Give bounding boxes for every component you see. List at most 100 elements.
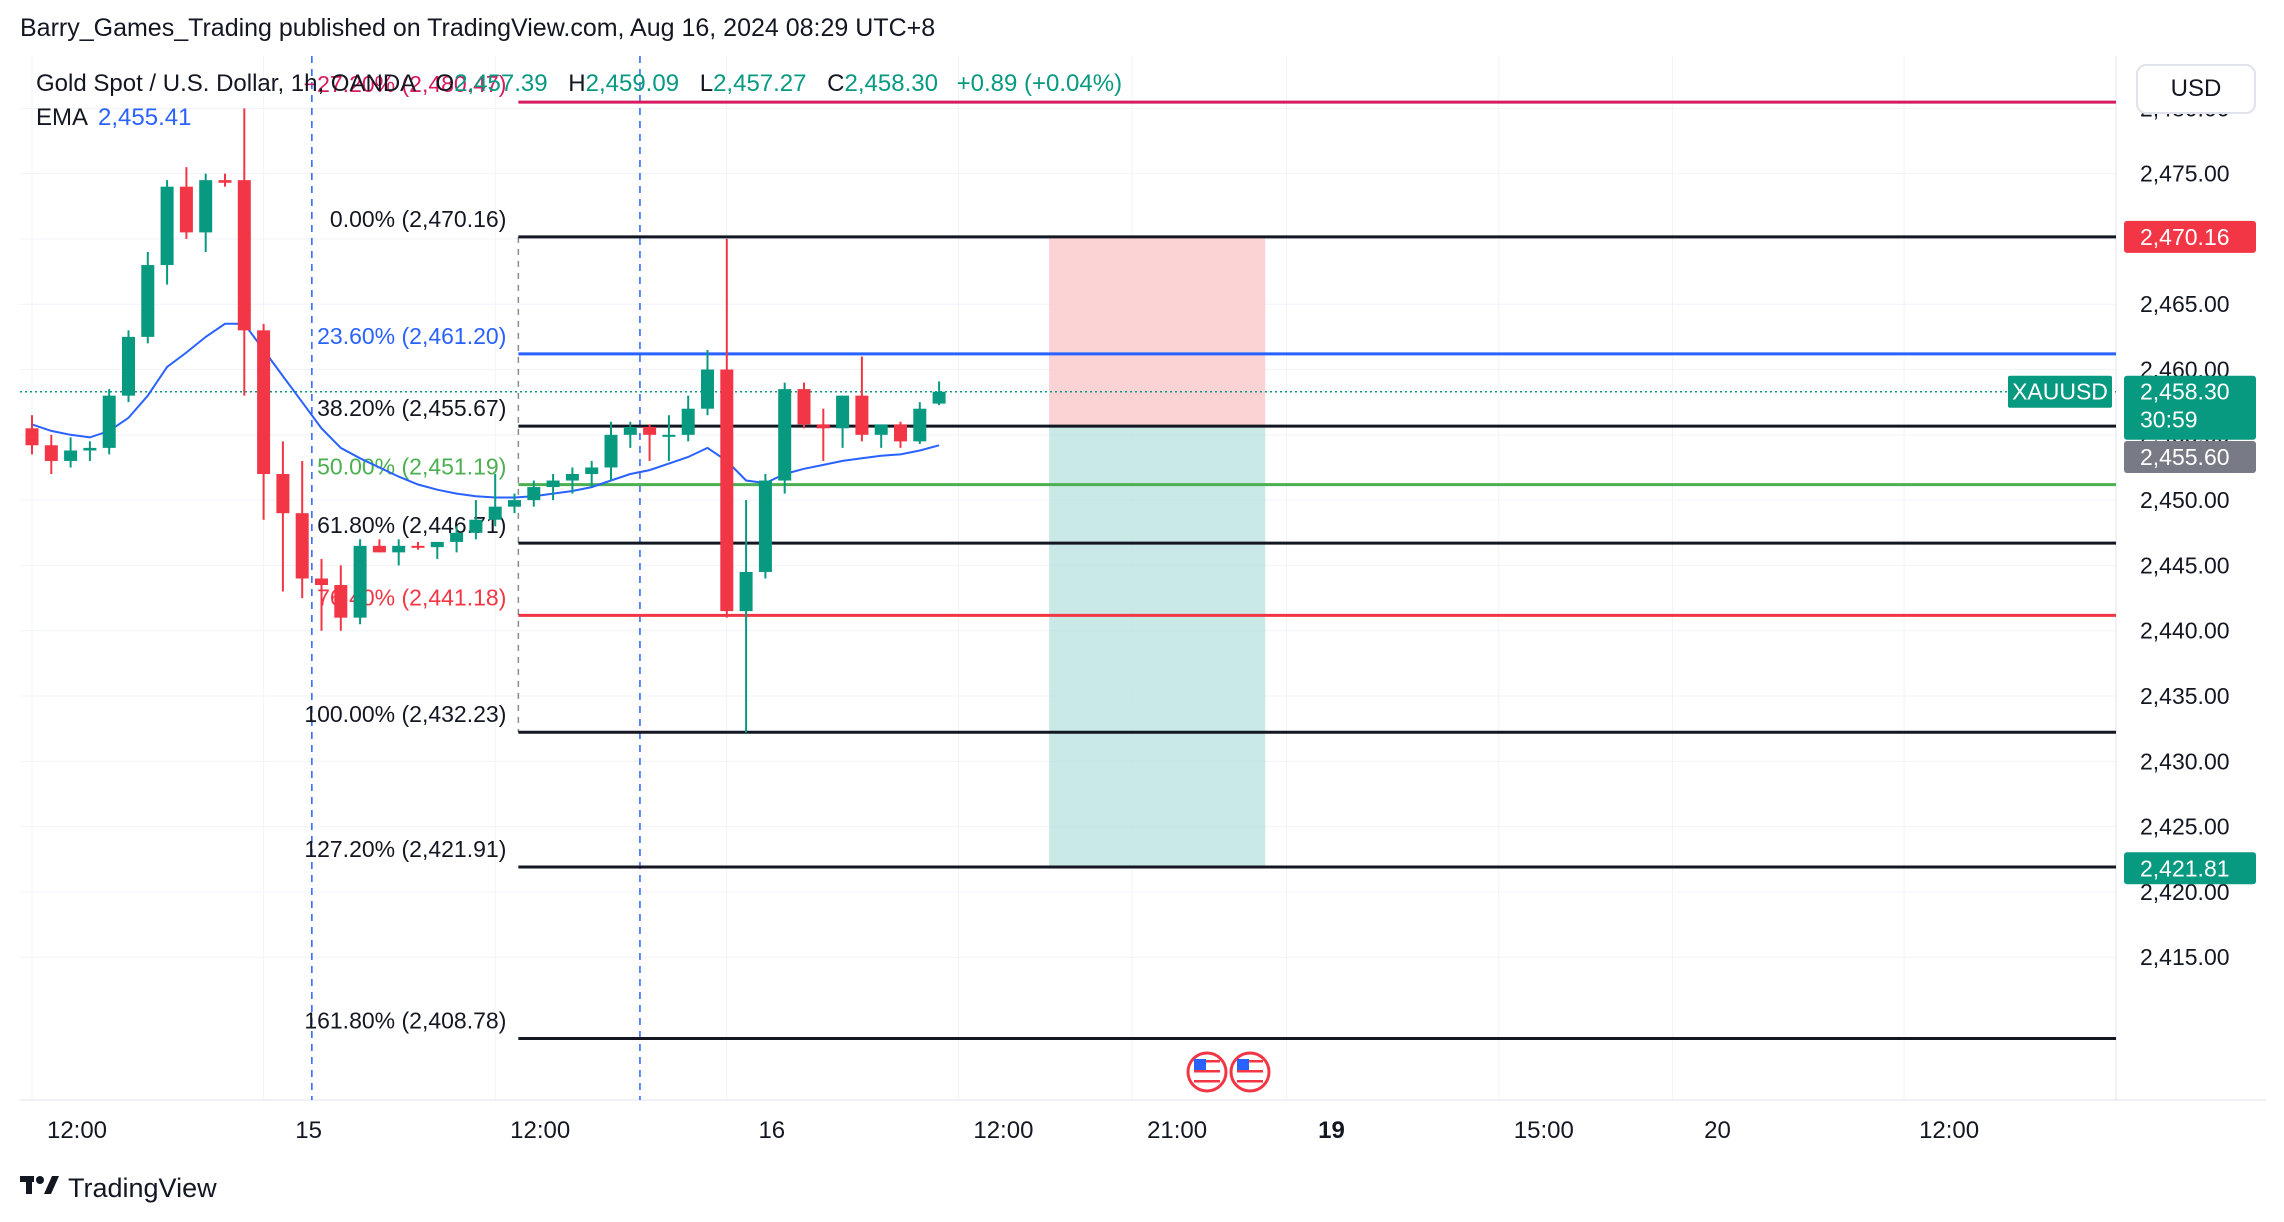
candle-body xyxy=(913,408,927,442)
stop-loss-zone xyxy=(1049,236,1266,427)
symbol-name[interactable]: Gold Spot / U.S. Dollar, 1h, OANDA xyxy=(36,70,415,97)
candle-up xyxy=(392,539,406,566)
candle-body xyxy=(739,571,753,612)
candle-up xyxy=(508,493,521,514)
candle-up xyxy=(701,349,714,416)
candle-body xyxy=(160,186,174,266)
event-icons xyxy=(1186,1051,1271,1093)
candle-body xyxy=(701,369,714,409)
session-separators xyxy=(311,56,641,1100)
us-flag-icon[interactable] xyxy=(1186,1051,1228,1093)
flag-stripe xyxy=(1237,1080,1263,1083)
high-label: H xyxy=(568,70,586,97)
candle-body xyxy=(623,426,637,435)
open-label: O xyxy=(435,70,455,97)
fib-level-label: 38.20% (2,455.67) xyxy=(317,395,506,421)
candle-body xyxy=(720,369,734,612)
candle-body xyxy=(643,426,657,435)
candle-body xyxy=(257,330,271,475)
change-value: +0.89 (+0.04%) xyxy=(956,70,1123,97)
candle-up xyxy=(739,500,753,733)
candle-down xyxy=(894,421,907,448)
close-label: C xyxy=(827,70,845,97)
flag-stripe xyxy=(1194,1060,1220,1063)
candle-body xyxy=(237,180,251,331)
time-tick-label: 12:00 xyxy=(1919,1117,1979,1144)
candle-down xyxy=(218,173,232,187)
fib-level-label: 127.20% (2,421.91) xyxy=(304,836,506,862)
flag-stripe xyxy=(1194,1080,1220,1083)
time-tick-label: 21:00 xyxy=(1147,1117,1207,1144)
currency-button[interactable]: USD xyxy=(2136,64,2256,114)
candle-body xyxy=(546,480,560,488)
candle-body xyxy=(488,506,502,520)
us-flag-icon[interactable] xyxy=(1229,1051,1271,1093)
price-tick-label: 2,415.00 xyxy=(2140,944,2230,970)
candle-up xyxy=(546,474,560,501)
ohlc-legend: Gold Spot / U.S. Dollar, 1h, OANDA O2,45… xyxy=(36,70,1122,98)
flag-stripe xyxy=(1237,1065,1263,1068)
publisher-line: Barry_Games_Trading published on Trading… xyxy=(20,14,936,42)
candle-up xyxy=(450,526,464,553)
candle-up xyxy=(353,539,367,625)
price-badge xyxy=(2124,440,2256,473)
flag-stripe xyxy=(1237,1070,1263,1073)
candle-down xyxy=(855,356,869,442)
price-badge xyxy=(2124,852,2256,885)
candle-body xyxy=(44,445,58,461)
price-badge xyxy=(2124,220,2256,253)
candle-body xyxy=(102,395,116,448)
candle-body xyxy=(334,585,348,618)
time-tick-label: 15 xyxy=(295,1117,322,1144)
time-tick-label: 15:00 xyxy=(1514,1117,1574,1144)
time-tick-label: 12:00 xyxy=(973,1117,1033,1144)
price-badge-value: 2,455.60 xyxy=(2140,444,2230,470)
candle-up xyxy=(122,330,135,403)
flag-stripe xyxy=(1237,1075,1263,1078)
ema-legend: EMA 2,455.41 xyxy=(36,104,191,132)
candle-body xyxy=(565,474,579,481)
candle-down xyxy=(411,541,425,550)
candle-up xyxy=(604,421,618,481)
chart-canvas[interactable]: −27.20% (2,480.47) 0.00% (2,470.16) 23.60%… xyxy=(0,0,2284,1160)
price-tick-label: 2,450.00 xyxy=(2140,487,2230,513)
flag-stripe xyxy=(1194,1070,1220,1073)
candle-down xyxy=(257,323,271,520)
close-value: 2,458.30 xyxy=(844,70,938,97)
candle-down xyxy=(720,238,734,618)
candle-body xyxy=(836,395,850,429)
candle-up xyxy=(160,180,174,285)
candle-up xyxy=(778,382,792,494)
ema-value: 2,455.41 xyxy=(98,104,192,131)
candle-up xyxy=(430,541,444,559)
price-tick-label: 2,430.00 xyxy=(2140,748,2230,774)
candles xyxy=(25,108,946,733)
candle-body xyxy=(372,545,386,553)
ema-label[interactable]: EMA xyxy=(36,104,89,131)
fib-level-label: 161.80% (2,408.78) xyxy=(304,1007,506,1033)
candle-up xyxy=(199,173,213,252)
fib-level-label: 0.00% (2,470.16) xyxy=(330,206,506,232)
candle-body xyxy=(411,545,425,548)
price-tick-label: 2,445.00 xyxy=(2140,552,2230,578)
high-value: 2,459.09 xyxy=(585,70,680,97)
candle-up xyxy=(662,415,676,461)
candle-body xyxy=(681,408,695,435)
candle-body xyxy=(315,578,328,586)
candle-body xyxy=(604,434,618,468)
long-short-position xyxy=(1049,236,1266,869)
candle-body xyxy=(894,424,907,442)
candle-body xyxy=(508,500,521,507)
candle-body xyxy=(295,513,309,579)
flag-canton xyxy=(1237,1059,1249,1070)
candle-up xyxy=(488,474,502,527)
flag-stripe xyxy=(1194,1065,1220,1068)
candle-down xyxy=(237,108,251,396)
candle-body xyxy=(778,389,792,481)
low-label: L xyxy=(699,70,714,97)
brand-footer[interactable]: TradingView xyxy=(20,1172,217,1205)
bar-countdown: 30:59 xyxy=(2140,407,2198,433)
open-value: 2,457.39 xyxy=(454,70,548,97)
candle-body xyxy=(64,450,78,461)
candle-body xyxy=(179,186,193,233)
